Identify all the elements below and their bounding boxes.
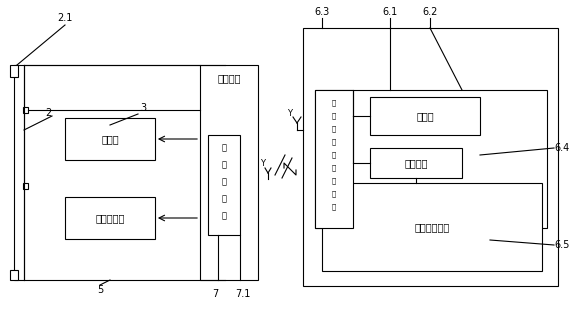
Text: 6.1: 6.1 [382, 7, 398, 17]
Text: 压: 压 [222, 194, 226, 203]
Text: 数: 数 [332, 152, 336, 158]
Bar [65, 118, 155, 160]
Bar [315, 90, 547, 228]
Text: 参: 参 [332, 139, 336, 145]
Text: 6.3: 6.3 [315, 7, 329, 17]
Text: 采: 采 [332, 165, 336, 171]
Text: 6.4: 6.4 [555, 143, 570, 153]
Text: 频: 频 [222, 161, 226, 170]
Bar [322, 183, 542, 271]
Text: Y: Y [260, 160, 266, 169]
Text: 空气压缩机: 空气压缩机 [95, 213, 125, 223]
Bar [370, 97, 480, 135]
Bar [303, 28, 558, 286]
Text: 天: 天 [332, 100, 336, 106]
Text: 2: 2 [45, 108, 51, 118]
Text: Y: Y [287, 108, 292, 117]
Text: 7.1: 7.1 [235, 289, 251, 299]
Text: 换: 换 [222, 211, 226, 220]
Text: 控制系统: 控制系统 [217, 73, 241, 83]
Bar [200, 65, 258, 280]
Bar [315, 90, 353, 228]
Text: 波浪仪: 波浪仪 [416, 111, 434, 121]
Bar [23, 183, 28, 189]
Bar [208, 135, 240, 235]
Bar [10, 65, 18, 77]
Bar [370, 148, 462, 178]
Text: 7: 7 [212, 289, 218, 299]
Text: 储能电池: 储能电池 [404, 158, 428, 168]
Text: 5: 5 [97, 285, 103, 295]
Text: 太阳能电池板: 太阳能电池板 [414, 222, 450, 232]
Text: 块: 块 [332, 204, 336, 210]
Text: 模: 模 [332, 191, 336, 197]
Bar [65, 197, 155, 239]
Text: 变: 变 [222, 144, 226, 153]
Text: 波: 波 [332, 113, 336, 119]
Text: 6.5: 6.5 [555, 240, 570, 250]
Text: 升降机: 升降机 [101, 134, 119, 144]
Text: 集: 集 [332, 178, 336, 184]
Bar [14, 65, 24, 280]
Bar [23, 107, 28, 113]
Text: 2.1: 2.1 [58, 13, 73, 23]
Text: 变: 变 [222, 178, 226, 187]
Text: 3: 3 [140, 103, 146, 113]
Bar [10, 270, 18, 280]
Text: 个: 个 [332, 126, 336, 132]
Text: 6.2: 6.2 [422, 7, 438, 17]
